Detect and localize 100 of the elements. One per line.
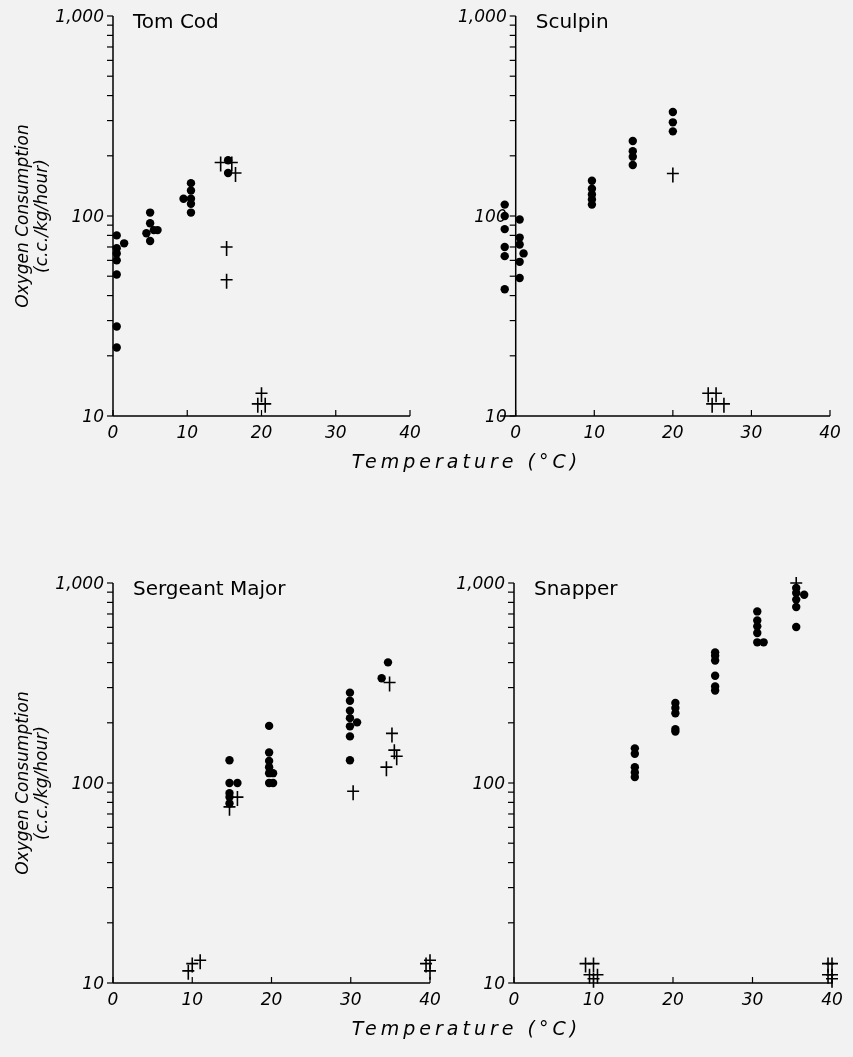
point (753, 628, 762, 638)
x-tick-label: 10 (181, 989, 204, 1009)
point (185, 956, 200, 974)
point (345, 732, 355, 741)
y-tick-label: 1,000 (55, 5, 104, 26)
x-tick-label: 0 (510, 422, 522, 442)
point (346, 784, 360, 801)
y-tick-label: 1,000 (458, 5, 507, 26)
point (345, 706, 355, 715)
x-tick-label: 0 (107, 989, 119, 1009)
point (500, 200, 509, 209)
point (628, 160, 637, 170)
point (382, 675, 397, 693)
y-tick-label: 100 (71, 205, 104, 226)
x-tick-label: 0 (508, 989, 520, 1009)
point (710, 656, 720, 665)
point (385, 726, 399, 744)
point (500, 224, 509, 234)
point (792, 595, 801, 604)
point (423, 953, 437, 971)
point (145, 219, 155, 228)
point (345, 756, 355, 765)
point (587, 176, 597, 185)
point (345, 713, 355, 723)
y-tick-label: 1,000 (456, 572, 505, 593)
point (668, 118, 678, 127)
point (264, 721, 274, 731)
point (112, 231, 121, 240)
point (219, 272, 234, 290)
x-tick-label: 10 (582, 989, 605, 1009)
point (345, 722, 355, 731)
y-tick-label: 100 (71, 772, 104, 793)
point (519, 249, 528, 258)
y-tick-label: 10 (483, 972, 505, 993)
y-tick-label: 10 (82, 972, 104, 993)
point (668, 127, 678, 136)
y-tick-label: 1,000 (55, 572, 104, 593)
point (186, 178, 196, 188)
point (264, 748, 274, 757)
point (225, 756, 234, 765)
point (586, 971, 601, 989)
point (628, 136, 637, 146)
point (387, 743, 402, 760)
chart-title: Tom Cod (132, 9, 219, 33)
point (671, 709, 680, 718)
point (389, 749, 404, 767)
point (515, 273, 524, 283)
x-tick-label: 30 (740, 422, 763, 442)
y-tick-label: 10 (485, 405, 507, 426)
x-tick-label: 40 (419, 989, 441, 1009)
point (345, 696, 355, 705)
point (345, 688, 355, 697)
point (181, 964, 196, 981)
point (666, 166, 680, 184)
point (377, 674, 386, 683)
y-tick-label: 100 (472, 772, 505, 793)
point (219, 240, 234, 257)
y-axis-title: Oxygen Consumption (c.c./kg/hour) (12, 691, 51, 875)
x-tick-label: 20 (662, 989, 684, 1009)
point (225, 778, 234, 788)
point (213, 155, 228, 173)
point (119, 239, 129, 248)
point (112, 322, 121, 331)
point (799, 590, 809, 599)
point (628, 152, 637, 161)
point (710, 671, 720, 680)
point (500, 242, 509, 252)
y-tick-label: 10 (82, 405, 104, 426)
x-tick-label: 10 (583, 422, 606, 442)
chart-title: Sculpin (535, 9, 609, 33)
x-axis-title: Temperature (°C) (351, 450, 582, 472)
point (515, 240, 524, 249)
point (792, 622, 801, 632)
x-tick-label: 30 (339, 989, 362, 1009)
point (379, 760, 394, 777)
point (759, 638, 768, 647)
point (500, 285, 509, 294)
x-tick-label: 20 (250, 422, 273, 442)
point (825, 971, 839, 989)
x-tick-label: 20 (260, 989, 283, 1009)
point (186, 208, 196, 217)
point (500, 251, 509, 261)
point (142, 229, 151, 238)
point (630, 749, 640, 758)
point (145, 236, 155, 246)
x-tick-label: 40 (399, 422, 421, 442)
point (145, 208, 155, 217)
point (112, 256, 121, 265)
y-axis-title: Oxygen Consumption (c.c./kg/hour) (12, 124, 51, 308)
point (112, 343, 121, 352)
x-tick-label: 20 (662, 422, 684, 442)
x-tick-label: 40 (821, 989, 843, 1009)
x-tick-label: 40 (819, 422, 841, 442)
point (753, 607, 762, 616)
point (112, 270, 121, 279)
point (352, 718, 362, 727)
point (792, 602, 801, 612)
point (383, 658, 393, 667)
point (179, 194, 188, 203)
x-tick-label: 30 (324, 422, 347, 442)
